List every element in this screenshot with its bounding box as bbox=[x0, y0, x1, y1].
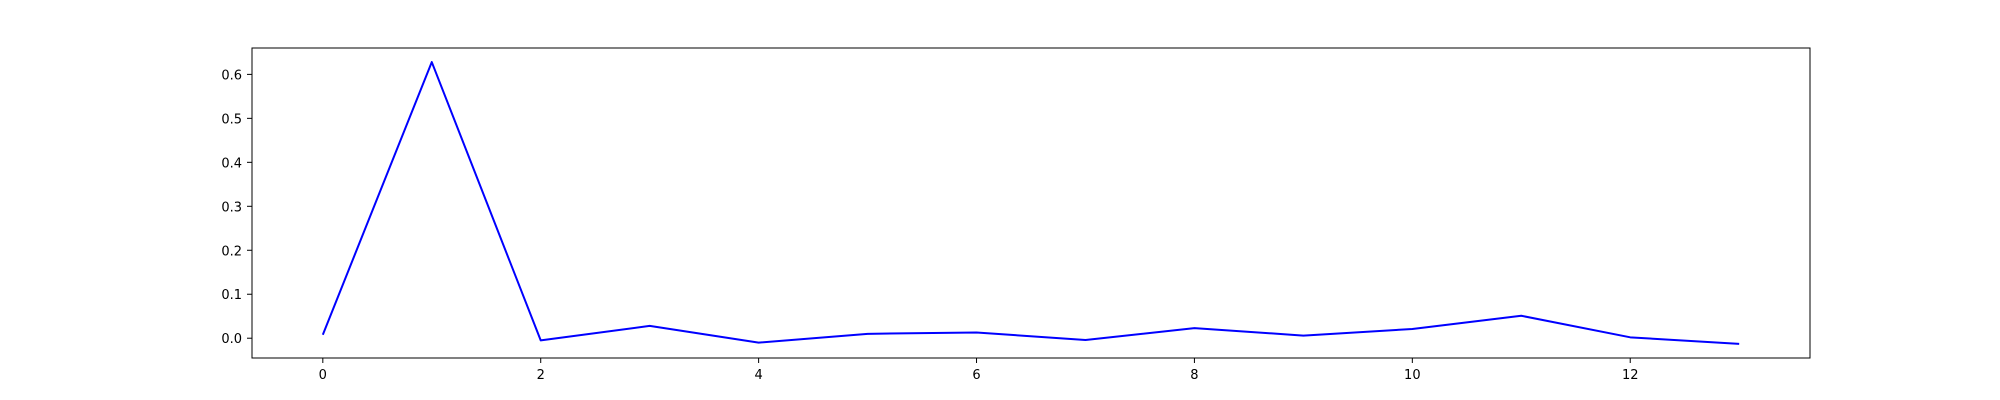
x-tick-label: 0 bbox=[319, 368, 327, 383]
y-tick-label: 0.4 bbox=[221, 156, 242, 171]
y-tick-label: 0.0 bbox=[221, 332, 242, 347]
x-tick-label: 8 bbox=[1190, 368, 1198, 383]
x-tick-label: 12 bbox=[1622, 368, 1639, 383]
y-tick-label: 0.1 bbox=[221, 288, 242, 303]
x-tick-label: 6 bbox=[972, 368, 980, 383]
y-tick-label: 0.2 bbox=[221, 244, 242, 259]
series-line bbox=[321, 61, 1740, 345]
x-tick-label: 2 bbox=[537, 368, 545, 383]
x-tick-label: 4 bbox=[754, 368, 762, 383]
y-tick-label: 0.6 bbox=[221, 68, 242, 83]
y-axis: 0.0 0.1 0.2 0.3 0.4 0.5 0.6 bbox=[221, 68, 252, 347]
plot-area-frame bbox=[251, 47, 1811, 359]
x-axis: 0 2 4 6 8 10 12 bbox=[319, 358, 1639, 383]
y-tick-label: 0.3 bbox=[221, 200, 242, 215]
y-tick-label: 0.5 bbox=[221, 112, 242, 127]
x-tick-label: 10 bbox=[1404, 368, 1421, 383]
